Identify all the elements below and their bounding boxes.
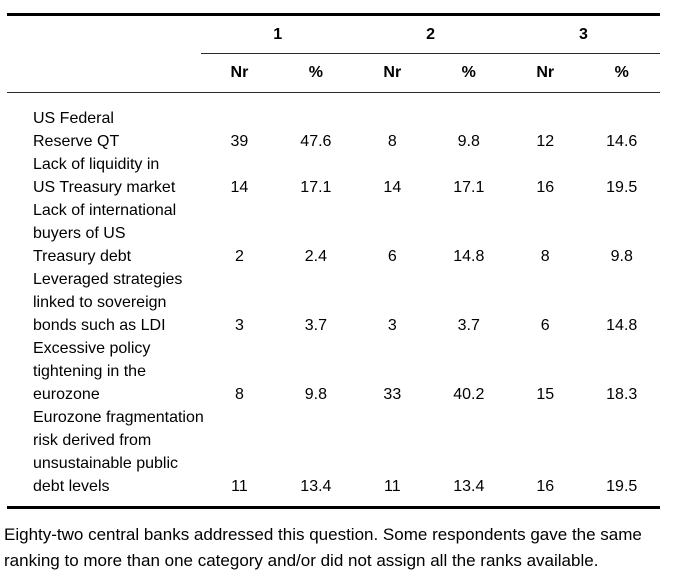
row-label-line: Excessive policy — [33, 340, 151, 357]
row-label-line: Eurozone fragmentation — [33, 409, 204, 426]
row-label-line: Treasury debt — [33, 248, 132, 265]
cell-value: 2 — [234, 248, 244, 265]
cell-value: 8 — [234, 386, 244, 403]
col-header-pct-3: % — [583, 53, 660, 93]
row-label: Lack of liquidity in US Treasury market — [7, 153, 201, 199]
table-row-eurozone-fragmentation: Eurozone fragmentation risk derived from… — [7, 406, 660, 508]
col-header-pct-1: % — [277, 53, 355, 93]
table-row-excessive-policy-tightening: Excessive policy tightening in the euroz… — [7, 337, 660, 406]
cell-value: 13.4 — [453, 478, 485, 495]
cell-value: 8 — [540, 248, 550, 265]
row-label: Eurozone fragmentation risk derived from… — [7, 406, 204, 508]
cell-value: 8 — [387, 133, 397, 150]
table-row-lack-of-international-buyers: Lack of international buyers of US Treas… — [7, 199, 660, 268]
cell-value: 17.1 — [453, 179, 485, 196]
cell-value: 12 — [536, 133, 555, 150]
rank-3-header: 3 — [507, 14, 660, 54]
cell-value: 40.2 — [453, 386, 485, 403]
cell-value: 9.8 — [457, 133, 480, 150]
cell-value: 14 — [230, 179, 249, 196]
rank-1-header: 1 — [201, 14, 355, 54]
cell-value: 11 — [231, 478, 248, 495]
row-label-line: tightening in the — [33, 363, 146, 380]
cell-value: 9.8 — [610, 248, 633, 265]
cell-value: 3.7 — [457, 317, 480, 334]
cell-value: 3 — [234, 317, 244, 334]
cell-value: 19.5 — [606, 478, 638, 495]
col-header-nr-3: Nr — [507, 53, 584, 93]
cell-value: 18.3 — [606, 386, 638, 403]
col-header-nr-2: Nr — [354, 53, 431, 93]
row-label-line: Lack of international — [33, 202, 177, 219]
row-label-line: US Treasury market — [33, 179, 176, 196]
rank-2-header: 2 — [354, 14, 507, 54]
cell-value: 47.6 — [300, 133, 332, 150]
cell-value: 14 — [383, 179, 402, 196]
row-label: Lack of international buyers of US Treas… — [7, 199, 201, 268]
cell-value: 15 — [536, 386, 555, 403]
row-label-line: debt levels — [33, 478, 110, 495]
col-header-pct-2: % — [430, 53, 507, 93]
col-header-nr-1: Nr — [201, 53, 278, 93]
cell-value: 16 — [536, 478, 555, 495]
table-row-us-federal-reserve-qt: US Federal Reserve QT 39 47.6 8 9.8 12 1… — [7, 93, 660, 154]
cell-value: 14.8 — [606, 317, 638, 334]
table-row-leveraged-strategies-ldi: Leveraged strategies linked to sovereign… — [7, 268, 660, 337]
row-label-line: linked to sovereign — [33, 294, 167, 311]
cell-value: 14.8 — [453, 248, 485, 265]
cell-value: 14.6 — [606, 133, 638, 150]
cell-value: 9.8 — [304, 386, 327, 403]
row-label-line: Lack of liquidity in — [33, 156, 160, 173]
footnote-line-2: ranking to more than one category and/or… — [4, 550, 599, 570]
cell-value: 39 — [230, 133, 249, 150]
row-label-line: bonds such as LDI — [33, 317, 166, 334]
cell-value: 17.1 — [300, 179, 332, 196]
row-label: Excessive policy tightening in the euroz… — [7, 337, 201, 406]
row-label-line: eurozone — [33, 386, 100, 403]
row-label: US Federal Reserve QT — [7, 93, 201, 154]
cell-value: 6 — [387, 248, 397, 265]
cell-value: 3.7 — [304, 317, 327, 334]
ranking-table: 1 2 3 Nr % Nr % Nr % US Federal Reserve … — [7, 13, 660, 509]
cell-value: 13.4 — [300, 478, 332, 495]
subheader-spacer — [7, 53, 202, 93]
cell-value: 3 — [387, 317, 397, 334]
cell-value: 16 — [536, 179, 555, 196]
rank-header-spacer — [7, 15, 201, 54]
row-label-line: Leveraged strategies — [33, 271, 183, 288]
row-label-line: buyers of US — [33, 225, 126, 242]
row-label-line: unsustainable public — [33, 455, 178, 472]
table-row-lack-of-liquidity: Lack of liquidity in US Treasury market … — [7, 153, 660, 199]
subheader-row: Nr % Nr % Nr % — [7, 53, 660, 93]
row-label-line: US Federal — [33, 110, 114, 127]
cell-value: 19.5 — [606, 179, 638, 196]
row-label-line: risk derived from — [33, 432, 152, 449]
rank-header-row: 1 2 3 — [7, 14, 660, 54]
table-footnote: Eighty-two central banks addressed this … — [4, 522, 685, 573]
cell-value: 11 — [384, 478, 401, 495]
footnote-line-1: Eighty-two central banks addressed this … — [4, 525, 642, 544]
cell-value: 33 — [383, 386, 402, 403]
row-label: Leveraged strategies linked to sovereign… — [7, 268, 201, 337]
cell-value: 6 — [540, 317, 550, 334]
row-label-line: Reserve QT — [33, 133, 120, 150]
cell-value: 2.4 — [304, 248, 327, 265]
